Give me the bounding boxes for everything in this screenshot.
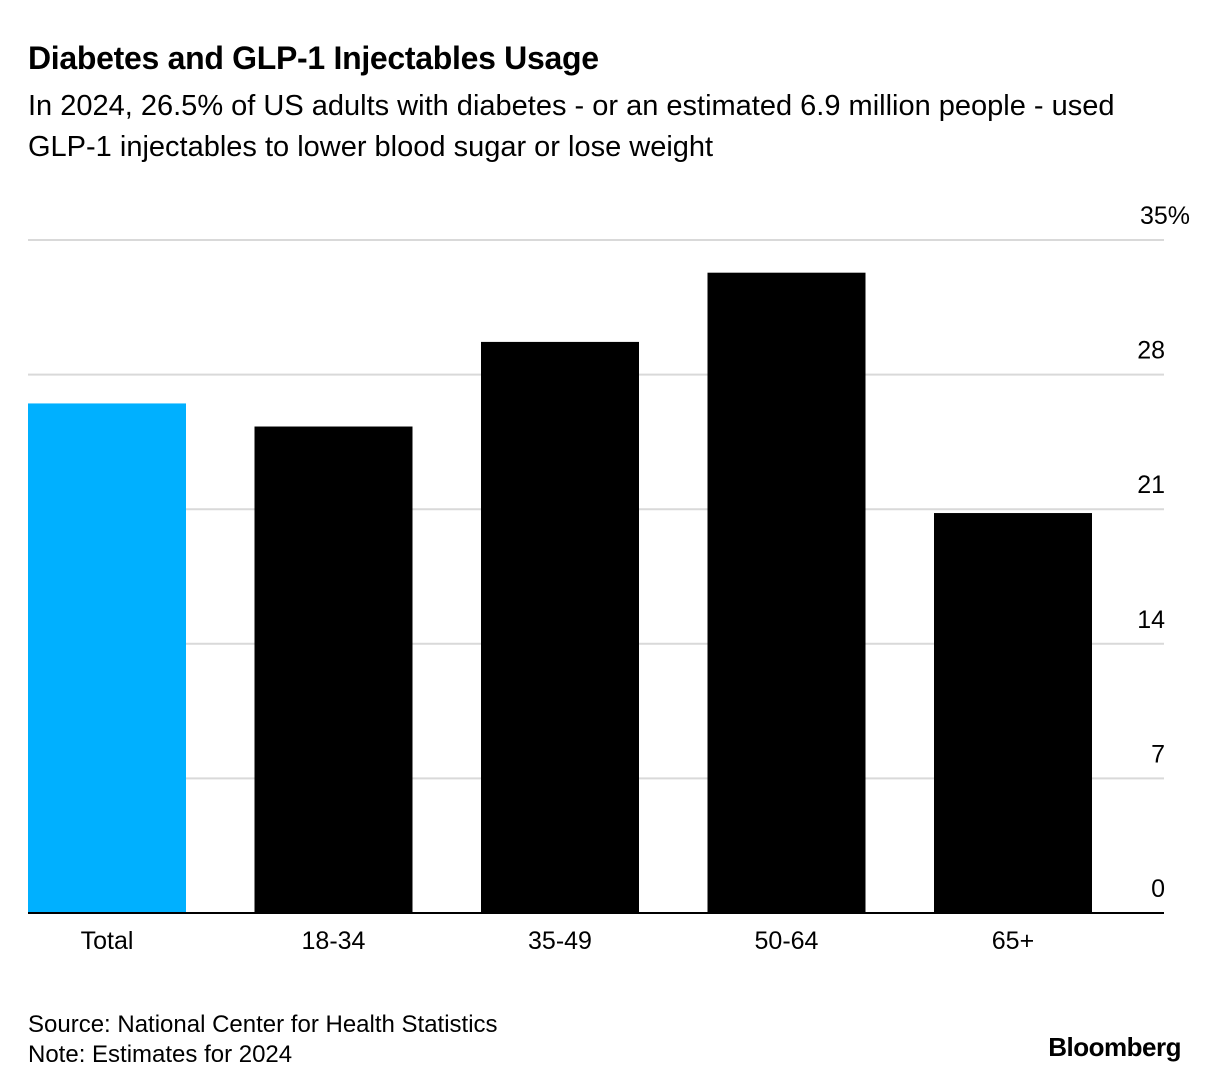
bar-50-64 [707,272,866,913]
y-tick-label: 35% [1140,202,1190,230]
bar-35-49 [481,341,639,913]
x-tick-label: 35-49 [528,927,592,955]
y-tick-label: 21 [1137,471,1165,499]
bar-65- [934,513,1092,913]
y-tick-label: 14 [1137,606,1165,634]
footer: Source: National Center for Health Stati… [28,1010,498,1070]
chart-subtitle: In 2024, 26.5% of US adults with diabete… [28,90,1115,163]
y-axis-ticks: 0 7 14 21 28 35% [1137,202,1190,903]
x-tick-label: 50-64 [755,927,819,955]
source-note: Source: National Center for Health Stati… [28,1011,498,1038]
x-tick-label: 65+ [992,927,1034,955]
y-tick-label: 0 [1151,875,1165,903]
x-tick-label: Total [81,927,134,955]
chart-title: Diabetes and GLP-1 Injectables Usage [28,40,599,76]
x-tick-label: 18-34 [302,927,366,955]
estimate-note: Note: Estimates for 2024 [28,1041,293,1068]
x-axis-ticks: Total 18-34 35-49 50-64 65+ [81,927,1035,955]
y-tick-label: 7 [1151,740,1165,768]
bars [28,272,1092,913]
bar-18-34 [254,426,413,913]
bar-chart: 0 7 14 21 28 35% Total 18-34 35-49 50-64 65+ [28,202,1190,955]
bloomberg-logo: Bloomberg [1048,1032,1181,1062]
bar-total [28,403,186,913]
y-tick-label: 28 [1137,337,1165,365]
